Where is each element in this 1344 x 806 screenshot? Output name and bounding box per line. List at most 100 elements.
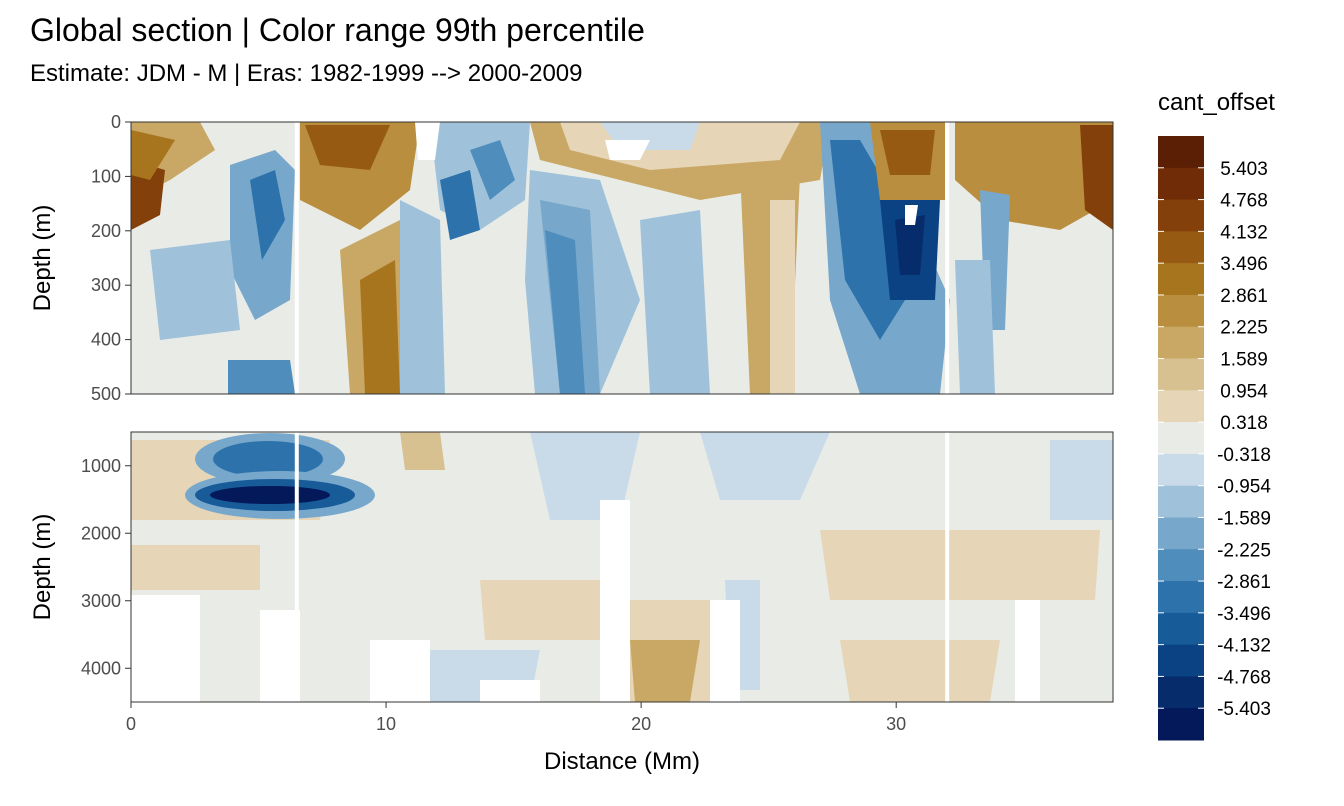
legend-swatch-17 xyxy=(1158,676,1204,709)
chart-title: Global section | Color range 99th percen… xyxy=(30,12,645,48)
field-region-29 xyxy=(880,130,935,175)
field-blob-4 xyxy=(210,486,330,504)
y-tick-label-top-5: 500 xyxy=(91,384,121,404)
panel-bottom-frame xyxy=(130,431,1114,703)
field-region-7 xyxy=(820,530,1100,600)
legend-label-3: 3.496 xyxy=(1220,254,1268,275)
legend-label-9: -0.318 xyxy=(1217,445,1271,466)
field-region-13 xyxy=(470,140,515,200)
y-tick-label-bottom-0: 1000 xyxy=(81,456,121,476)
legend-swatch-5 xyxy=(1158,294,1204,328)
missing-data-3 xyxy=(480,680,540,702)
legend-swatch-11 xyxy=(1158,485,1204,518)
missing-data-6 xyxy=(1015,600,1040,702)
field-region-34 xyxy=(955,260,995,394)
x-tick-label-0: 0 xyxy=(126,714,136,734)
y-tick-label-bottom-3: 4000 xyxy=(81,658,121,678)
missing-data-0 xyxy=(131,595,200,702)
legend-swatch-6 xyxy=(1158,326,1204,360)
field-region-14 xyxy=(400,200,445,394)
legend-label-14: -3.496 xyxy=(1217,604,1271,625)
legend-label-17: -5.403 xyxy=(1217,699,1271,720)
field-region-33 xyxy=(1040,250,1100,394)
legend-label-0: 5.403 xyxy=(1220,159,1268,180)
field-region-10 xyxy=(700,432,830,500)
legend-label-10: -0.954 xyxy=(1217,477,1271,498)
legend-swatch-18 xyxy=(1158,708,1204,741)
field-region-10 xyxy=(360,260,400,394)
missing-data-5 xyxy=(710,600,740,702)
legend-colorbar xyxy=(1158,136,1204,741)
field-region-23 xyxy=(640,210,710,394)
legend-swatch-12 xyxy=(1158,517,1204,550)
panel-top-field xyxy=(131,122,1113,394)
legend-label-4: 2.861 xyxy=(1220,286,1268,307)
field-region-17 xyxy=(545,230,585,394)
missing-data-1 xyxy=(605,140,650,160)
panel-bottom xyxy=(130,431,1114,703)
legend-label-12: -2.225 xyxy=(1217,540,1271,561)
legend-label-6: 1.589 xyxy=(1220,350,1268,371)
legend-swatch-2 xyxy=(1158,199,1204,232)
y-tick-label-top-4: 400 xyxy=(91,330,121,350)
field-region-3 xyxy=(400,432,445,470)
field-region-5 xyxy=(228,360,295,394)
legend-swatch-14 xyxy=(1158,581,1204,614)
axes: 0 100 200 300 400 500 1000 2000 3000 4000 0 10 20 30 xyxy=(81,112,906,734)
legend-swatch-15 xyxy=(1158,612,1204,646)
legend-label-11: -1.589 xyxy=(1217,508,1271,529)
legend-swatch-9 xyxy=(1158,422,1204,455)
legend-label-16: -4.768 xyxy=(1217,667,1271,688)
panel-top-frame xyxy=(130,121,1114,395)
y-tick-label-bottom-2: 3000 xyxy=(81,591,121,611)
field-region-6 xyxy=(630,640,700,702)
legend-ticks: 5.403 4.768 4.132 3.496 2.861 2.225 1.589 0.954… xyxy=(1158,159,1271,720)
y-axis-label-bottom: Depth (m) xyxy=(29,514,56,621)
missing-data-1 xyxy=(260,610,300,702)
legend-label-2: 4.132 xyxy=(1220,222,1268,243)
missing-data-2 xyxy=(905,205,918,225)
legend-label-13: -2.861 xyxy=(1217,572,1271,593)
legend-label-5: 2.225 xyxy=(1220,318,1268,339)
legend-swatch-1 xyxy=(1158,167,1204,201)
field-region-27 xyxy=(895,215,925,275)
field-region-4 xyxy=(250,170,285,260)
field-region-9 xyxy=(530,432,640,520)
legend-swatch-7 xyxy=(1158,358,1204,391)
legend-swatch-4 xyxy=(1158,263,1204,296)
y-tick-label-bottom-1: 2000 xyxy=(81,523,121,543)
field-region-1 xyxy=(131,160,165,230)
x-tick-label-1: 10 xyxy=(376,714,396,734)
y-axis-label-top: Depth (m) xyxy=(29,205,56,312)
legend-swatch-10 xyxy=(1158,453,1204,487)
missing-data-2 xyxy=(370,640,430,702)
field-region-8 xyxy=(840,640,1000,702)
legend-title: cant_offset xyxy=(1158,89,1275,116)
field-region-11 xyxy=(1050,440,1113,520)
x-axis-label: Distance (Mm) xyxy=(544,748,700,775)
field-region-6 xyxy=(150,240,240,340)
field-region-2 xyxy=(131,545,260,590)
field-region-2 xyxy=(131,130,175,180)
chart-subtitle: Estimate: JDM - M | Eras: 1982-1999 --> … xyxy=(30,60,583,87)
field-region-4 xyxy=(480,580,620,640)
y-tick-label-top-2: 200 xyxy=(91,221,121,241)
legend-label-15: -4.132 xyxy=(1217,636,1271,657)
legend-label-8: 0.318 xyxy=(1220,413,1268,434)
y-tick-label-top-3: 300 xyxy=(91,275,121,295)
legend-swatch-16 xyxy=(1158,644,1204,677)
field-region-31 xyxy=(1080,125,1113,230)
x-tick-label-3: 30 xyxy=(886,714,906,734)
missing-data-4 xyxy=(600,500,630,702)
legend-swatch-3 xyxy=(1158,231,1204,264)
field-region-22 xyxy=(770,200,795,394)
legend: cant_offset 5.403 4.768 4.132 3.496 2.861 2.2… xyxy=(1158,89,1275,741)
missing-data-0 xyxy=(415,122,440,160)
y-tick-label-top-1: 100 xyxy=(91,166,121,186)
legend-swatch-0 xyxy=(1158,136,1204,169)
field-region-8 xyxy=(305,125,390,170)
x-tick-label-2: 20 xyxy=(631,714,651,734)
y-tick-label-top-0: 0 xyxy=(111,112,121,132)
legend-swatch-8 xyxy=(1158,390,1204,423)
